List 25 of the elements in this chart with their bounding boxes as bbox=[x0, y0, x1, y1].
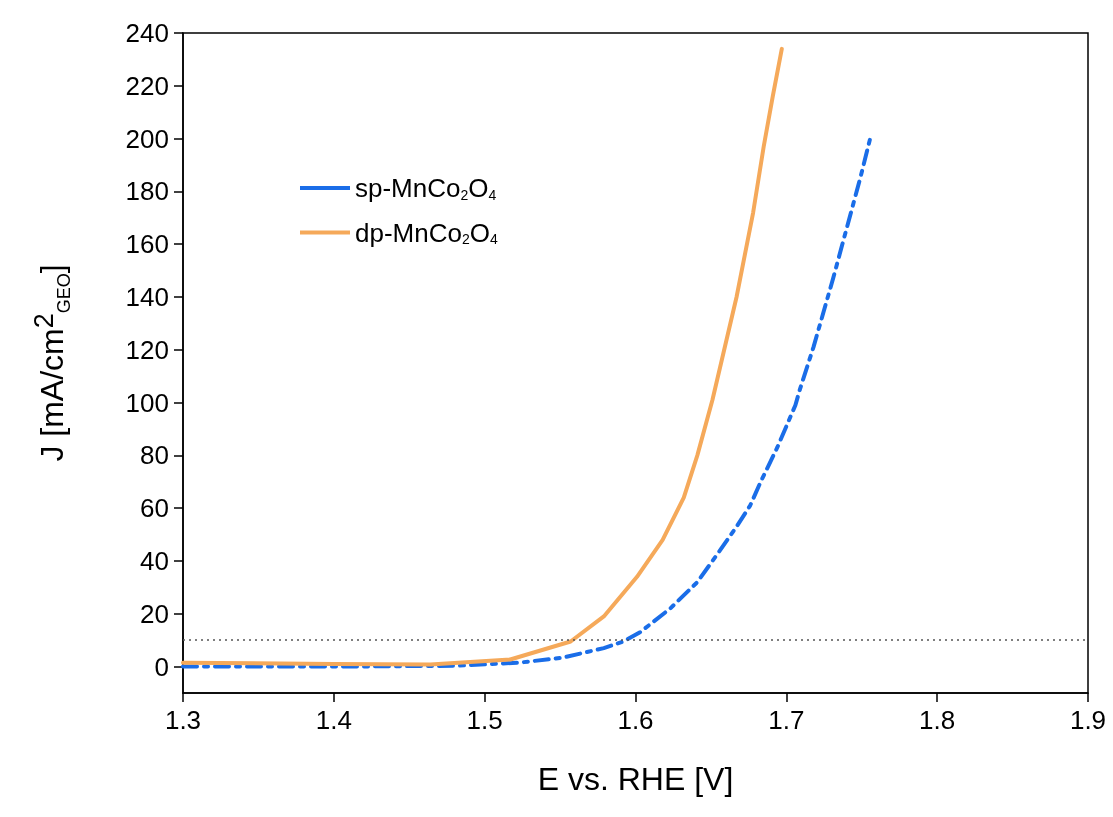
x-tick-label: 1.8 bbox=[919, 705, 956, 735]
line-series bbox=[181, 46, 784, 667]
legend-label: sp-MnCo2O4 bbox=[355, 173, 497, 203]
y-tick-label: 100 bbox=[125, 387, 169, 418]
x-tick-label: 1.5 bbox=[466, 705, 503, 735]
y-tick-label: 0 bbox=[154, 651, 169, 682]
x-tick-label: 1.6 bbox=[617, 705, 654, 735]
y-tick-label: 160 bbox=[125, 229, 169, 260]
x-tick-label: 1.3 bbox=[164, 705, 202, 735]
legend-label: dp-MnCo2O4 bbox=[355, 217, 498, 248]
y-tick-label: 80 bbox=[140, 440, 169, 471]
y-tick-label: 60 bbox=[140, 493, 169, 524]
y-tick-label: 20 bbox=[140, 598, 169, 629]
y-tick-label: 120 bbox=[125, 334, 169, 365]
x-tick-label: 1.7 bbox=[768, 705, 805, 735]
y-tick-label: 140 bbox=[125, 282, 169, 312]
x-tick-label: 1.9 bbox=[1069, 705, 1107, 735]
y-tick-label: 240 bbox=[125, 18, 169, 48]
y-tick-label: 180 bbox=[125, 176, 169, 207]
y-axis-title: J [mA/cm2GEO] bbox=[28, 264, 74, 462]
y-tick-label: 200 bbox=[125, 123, 169, 154]
y-tick-label: 220 bbox=[125, 70, 169, 101]
x-axis-title: E vs. RHE [V] bbox=[537, 761, 734, 797]
y-tick-label: 40 bbox=[140, 546, 169, 576]
x-tick-label: 1.4 bbox=[315, 705, 352, 735]
